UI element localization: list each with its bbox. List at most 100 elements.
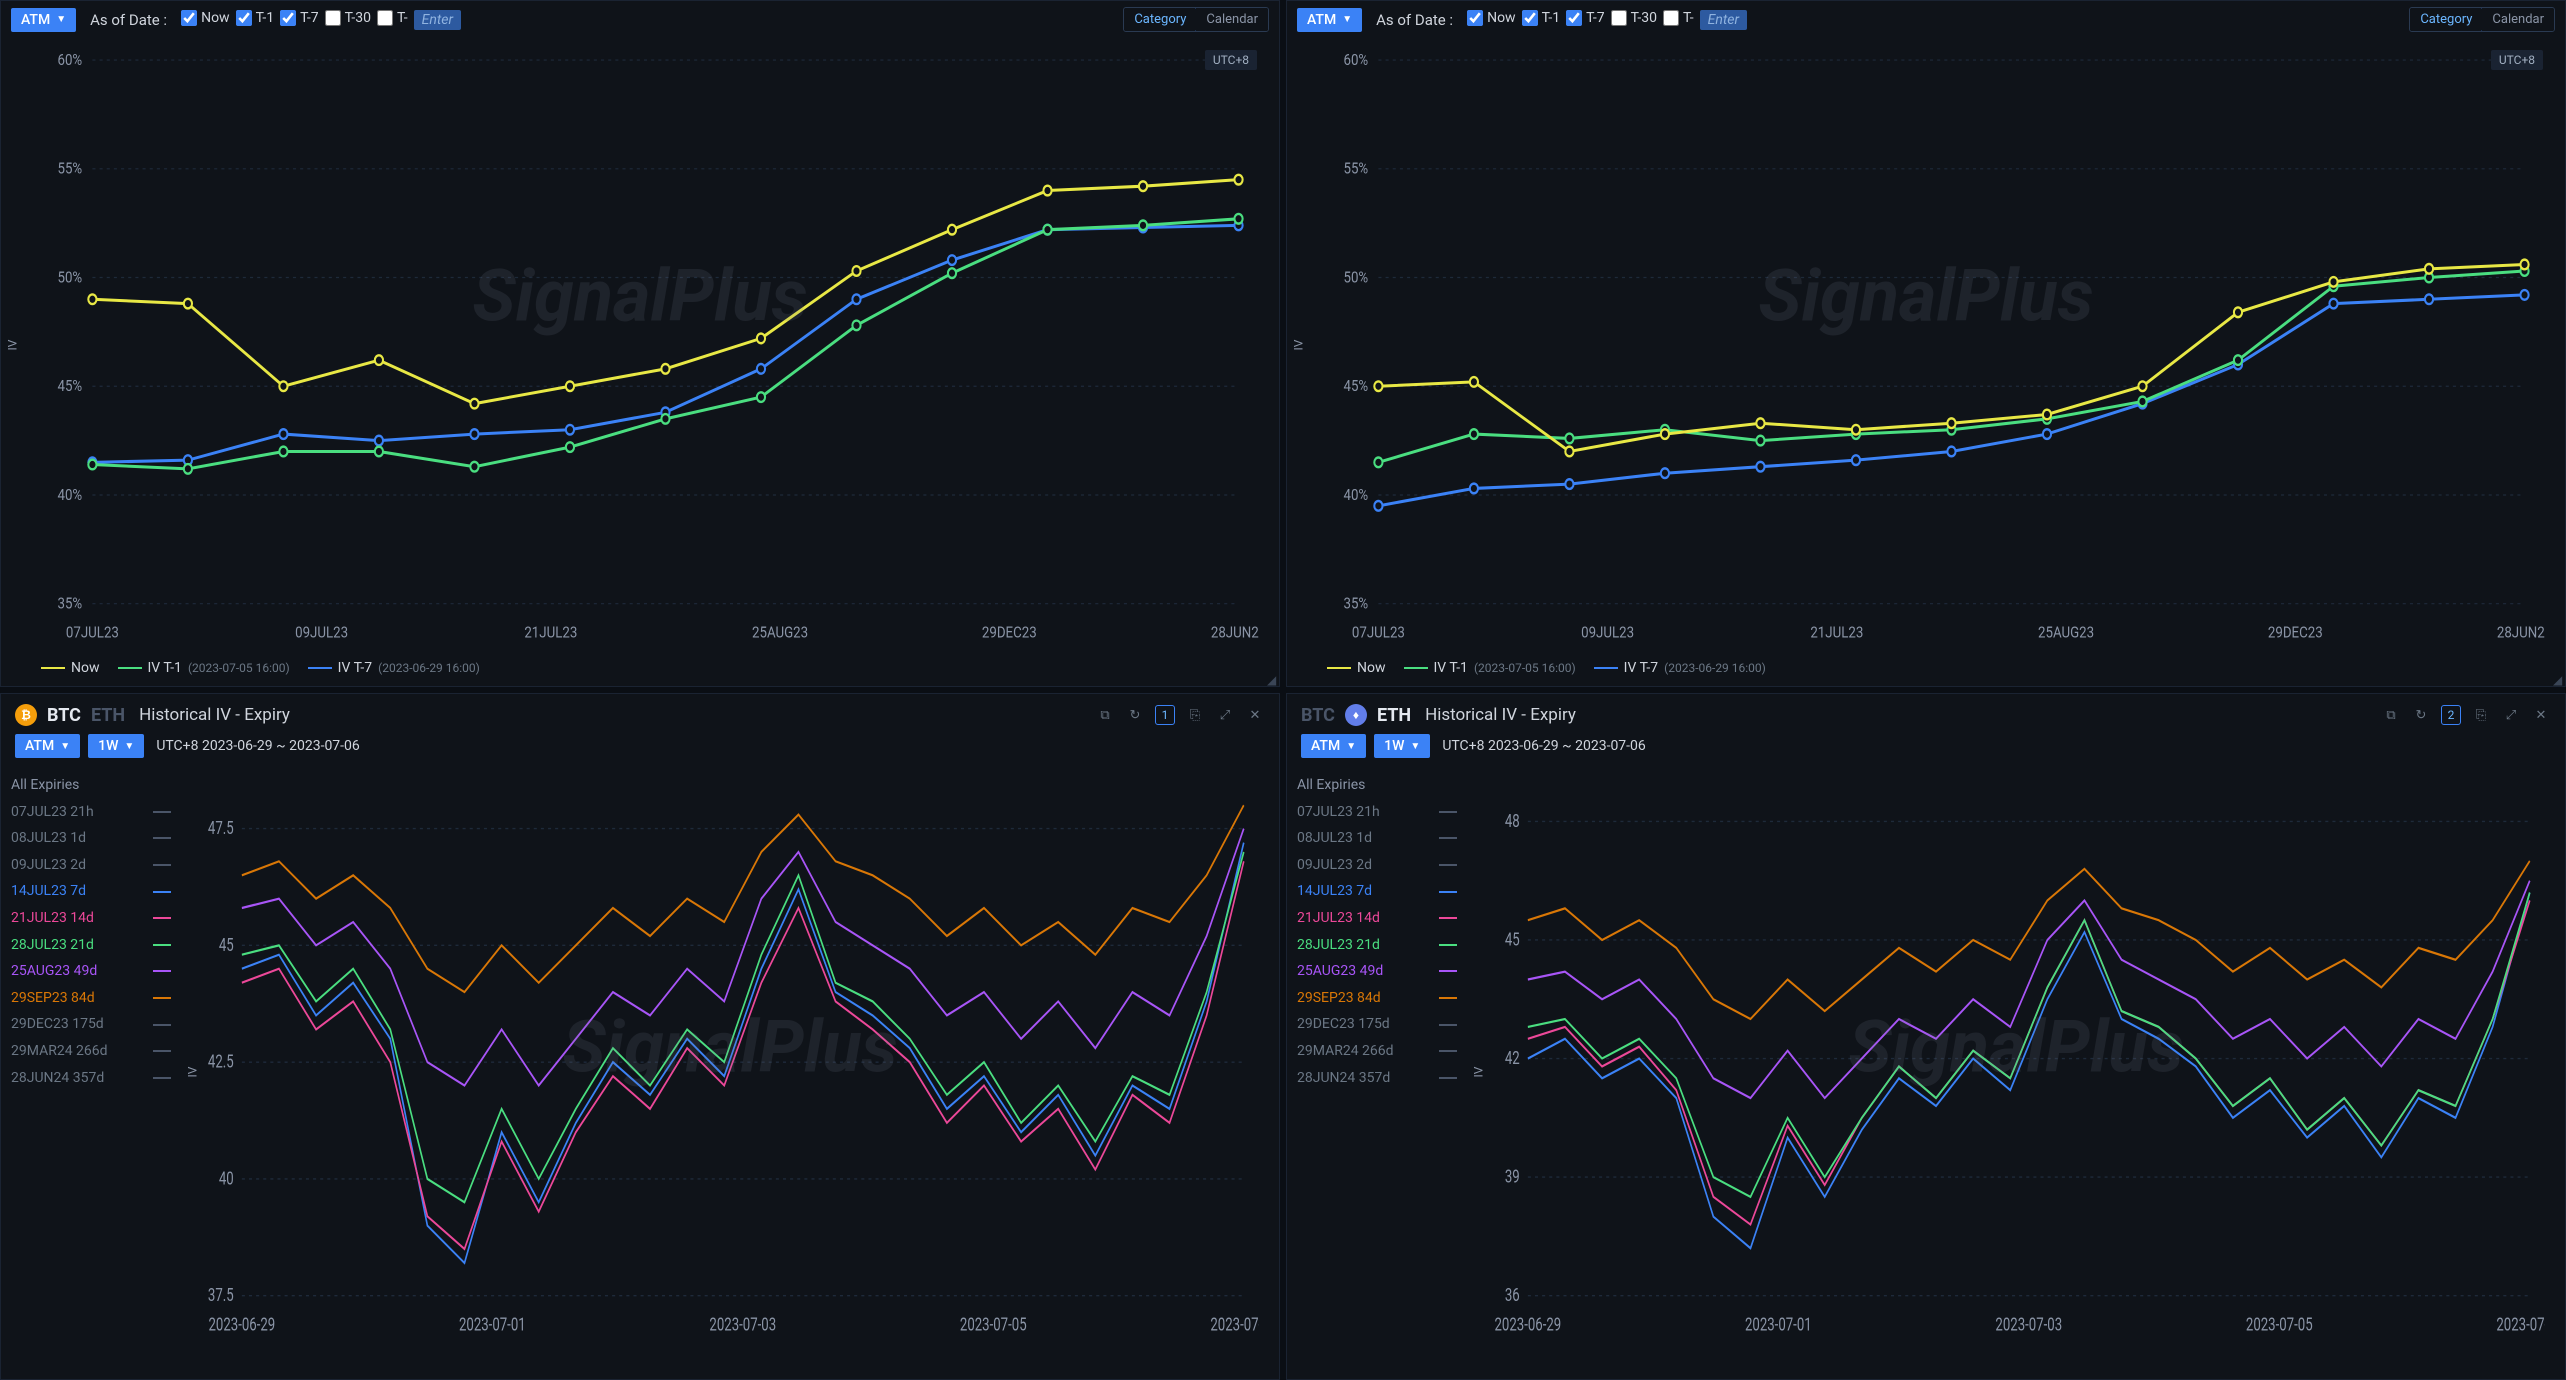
close-icon[interactable]: ✕ [2531,705,2551,725]
toggle-calendar[interactable]: Calendar [2482,8,2554,31]
expiry-label: 29DEC23 175d [1297,1011,1390,1038]
expand-icon[interactable]: ⤢ [1215,705,1235,725]
enter-input[interactable]: Enter [1700,10,1747,30]
expiry-item[interactable]: 29MAR24 266d [1297,1038,1457,1065]
expiry-item[interactable]: 29DEC23 175d [1297,1011,1457,1038]
asof-checkbox-t-[interactable]: T- [1663,10,1694,26]
legend-label: IV T-1 [148,660,182,676]
expiry-item[interactable]: 28JUN24 357d [11,1065,171,1092]
svg-text:47.5: 47.5 [208,817,234,839]
asof-checkbox-t-7[interactable]: T-7 [1566,10,1605,26]
checkbox-input[interactable] [377,10,393,26]
view-toggle: Category Calendar [1123,7,1269,32]
atm-dropdown[interactable]: ATM ▼ [1301,734,1366,758]
range-dropdown[interactable]: 1W ▼ [1374,734,1430,758]
expiry-label: 28JUN24 357d [11,1065,104,1092]
expiry-item[interactable]: 29DEC23 175d [11,1011,171,1038]
expiry-item[interactable]: 08JUL23 1d [11,825,171,852]
asof-checkbox-t-[interactable]: T- [377,10,408,26]
caret-down-icon: ▼ [60,741,70,752]
expiry-item[interactable]: 28JUL23 21d [11,932,171,959]
expiry-item[interactable]: 29MAR24 266d [11,1038,171,1065]
atm-dropdown[interactable]: ATM ▼ [1297,8,1362,32]
checkbox-input[interactable] [1663,10,1679,26]
enter-input[interactable]: Enter [414,10,461,30]
atm-dropdown[interactable]: ATM ▼ [15,734,80,758]
legend-item[interactable]: IV T-7(2023-06-29 16:00) [1594,660,1766,676]
svg-text:40: 40 [219,1167,234,1189]
coin-tab-btc[interactable]: BTC [47,705,81,726]
checkbox-input[interactable] [1566,10,1582,26]
checkbox-input[interactable] [1611,10,1627,26]
asof-checkbox-t-7[interactable]: T-7 [280,10,319,26]
expiry-item[interactable]: 21JUL23 14d [1297,905,1457,932]
legend-item[interactable]: Now [41,660,100,676]
asof-checkbox-now[interactable]: Now [1467,10,1516,26]
expiry-item[interactable]: 28JUN24 357d [1297,1065,1457,1092]
expiry-label: 09JUL23 2d [1297,852,1372,879]
checkbox-input[interactable] [1467,10,1483,26]
checkbox-input[interactable] [325,10,341,26]
legend-item[interactable]: IV T-1(2023-07-05 16:00) [1404,660,1576,676]
caret-down-icon: ▼ [1346,741,1356,752]
resize-handle-icon[interactable]: ◢ [2553,674,2563,684]
expand-icon[interactable]: ⤢ [2501,705,2521,725]
expiry-item[interactable]: 25AUG23 49d [11,958,171,985]
legend-item[interactable]: Now [1327,660,1386,676]
asof-checkbox-t-1[interactable]: T-1 [1522,10,1561,26]
svg-text:29DEC23: 29DEC23 [982,623,1037,641]
legend-item[interactable]: IV T-7(2023-06-29 16:00) [308,660,480,676]
expiry-item[interactable]: 29SEP23 84d [11,985,171,1012]
panel-title: Historical IV - Expiry [1425,705,1576,725]
expiry-item[interactable]: 21JUL23 14d [11,905,171,932]
expiry-item[interactable]: 09JUL23 2d [11,852,171,879]
expiry-item[interactable]: 29SEP23 84d [1297,985,1457,1012]
iv-chart-svg: 35%40%45%50%55%60%07JUL2309JUL2321JUL232… [1317,48,2545,652]
resize-handle-icon[interactable]: ◢ [1267,674,1277,684]
popout-icon[interactable]: ⧉ [1095,705,1115,725]
coin-tab-btc[interactable]: BTC [1301,705,1335,726]
expiry-item[interactable]: 28JUL23 21d [1297,932,1457,959]
toggle-category[interactable]: Category [1123,7,1197,32]
copy-icon[interactable]: ⎘ [1185,705,1205,725]
expiry-swatch [1439,944,1457,946]
popout-icon[interactable]: ⧉ [2381,705,2401,725]
checkbox-input[interactable] [280,10,296,26]
expiry-item[interactable]: 14JUL23 7d [1297,878,1457,905]
close-icon[interactable]: ✕ [1245,705,1265,725]
copy-icon[interactable]: ⎘ [2471,705,2491,725]
refresh-icon[interactable]: ↻ [2411,705,2431,725]
asof-checkbox-t-30[interactable]: T-30 [325,10,371,26]
asof-checkbox-t-30[interactable]: T-30 [1611,10,1657,26]
coin-tab-eth[interactable]: ETH [1377,705,1411,726]
iv-chart: UTC+8 IV SignalPlus 35%40%45%50%55%60%07… [1287,38,2565,652]
expiry-item[interactable]: 08JUL23 1d [1297,825,1457,852]
expiry-item[interactable]: 07JUL23 21h [11,799,171,826]
checkbox-input[interactable] [181,10,197,26]
expiry-item[interactable]: 09JUL23 2d [1297,852,1457,879]
svg-text:39: 39 [1505,1166,1520,1188]
atm-dropdown[interactable]: ATM ▼ [11,8,76,32]
expiry-item[interactable]: 07JUL23 21h [1297,799,1457,826]
expiry-swatch [153,917,171,919]
expiry-swatch [153,944,171,946]
asof-checkbox-t-1[interactable]: T-1 [236,10,275,26]
asof-checkbox-now[interactable]: Now [181,10,230,26]
svg-text:2023-07-03: 2023-07-03 [709,1313,776,1335]
checkbox-input[interactable] [236,10,252,26]
expiry-swatch [1439,1024,1457,1026]
range-dropdown[interactable]: 1W ▼ [88,734,144,758]
legend-item[interactable]: IV T-1(2023-07-05 16:00) [118,660,290,676]
panel-title: Historical IV - Expiry [139,705,290,725]
iv-chart: UTC+8 IV SignalPlus 35%40%45%50%55%60%07… [1,38,1279,652]
svg-text:55%: 55% [1343,160,1368,178]
expiry-item[interactable]: 25AUG23 49d [1297,958,1457,985]
checkbox-input[interactable] [1522,10,1538,26]
svg-text:29DEC23: 29DEC23 [2268,623,2323,641]
expiry-item[interactable]: 14JUL23 7d [11,878,171,905]
caret-down-icon: ▼ [124,741,134,752]
toggle-category[interactable]: Category [2409,7,2483,32]
toggle-calendar[interactable]: Calendar [1196,8,1268,31]
coin-tab-eth[interactable]: ETH [91,705,125,726]
refresh-icon[interactable]: ↻ [1125,705,1145,725]
